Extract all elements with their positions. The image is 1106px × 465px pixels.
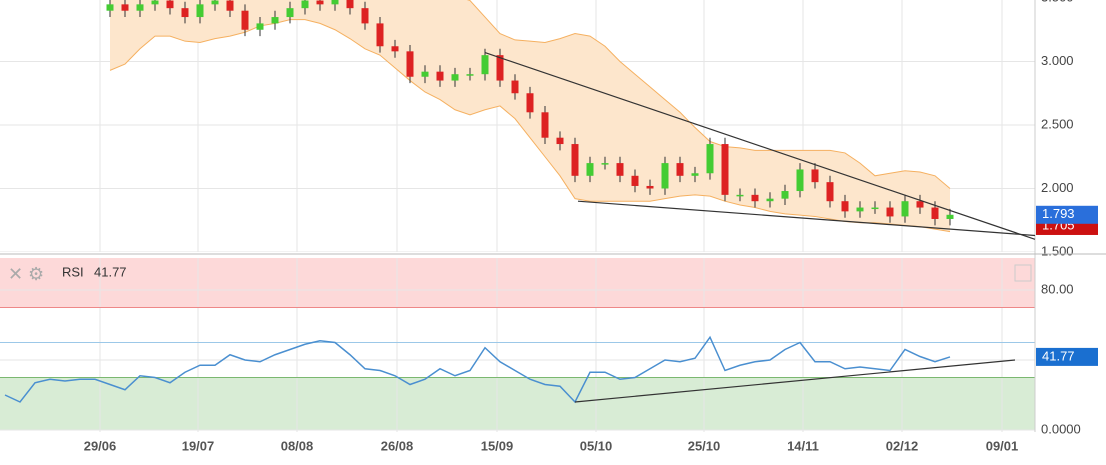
candle-body (796, 169, 804, 192)
candle-body (436, 71, 444, 81)
candle-body (676, 163, 684, 176)
candle-body (451, 74, 459, 81)
trendline (484, 52, 1036, 240)
candle-body (241, 10, 249, 30)
axes: 29/06 19/07 08/08 26/08 15/09 05/10 25/10 14/11… (84, 0, 1098, 453)
price-label: 1.793 (1042, 206, 1075, 221)
rsi-header: ✕ ⚙ RSI 41.77 (8, 264, 1032, 284)
rsi-label: 41.77 (1042, 348, 1075, 363)
candle-body (616, 163, 624, 176)
rsi-panel (0, 258, 1035, 432)
candle-body (751, 194, 759, 202)
overbought-zone (0, 258, 1035, 308)
candle-body (646, 185, 654, 189)
candle-body (871, 207, 879, 210)
candle-body (406, 51, 414, 77)
candle-body (421, 71, 429, 77)
candle-body (901, 201, 909, 217)
candle-body (361, 8, 369, 24)
candle-body (166, 0, 174, 9)
y-tick-label: 3.000 (1041, 53, 1074, 68)
candle-body (376, 23, 384, 47)
candle-body (916, 201, 924, 208)
price-panel (0, 0, 1035, 252)
candle-body (766, 198, 774, 202)
candle-body (571, 144, 579, 176)
candle-body (106, 4, 114, 11)
candle-body (466, 74, 474, 76)
y-tick-label: 2.000 (1041, 180, 1074, 195)
candle-body (586, 163, 594, 176)
candle-body (661, 163, 669, 189)
candle-body (346, 0, 354, 9)
candle-body (121, 4, 129, 11)
candle-body (781, 191, 789, 199)
y-tick-label: 2.500 (1041, 116, 1074, 131)
x-tick-label: 15/09 (481, 438, 514, 453)
candle-body (316, 0, 324, 5)
candle-body (226, 0, 234, 11)
settings-icon[interactable]: ⚙ (28, 264, 44, 284)
price-label-box (1036, 205, 1098, 224)
candle-body (946, 214, 954, 219)
candle-body (886, 207, 894, 217)
x-tick-label: 09/01 (986, 438, 1019, 453)
candle-body (556, 137, 564, 145)
rsi-value: 41.77 (94, 264, 127, 279)
candle-body (151, 0, 159, 5)
candle-body (931, 207, 939, 219)
candle-body (601, 163, 609, 165)
candle-body (856, 207, 864, 212)
candle-body (811, 169, 819, 183)
y-tick-label: 0.0000 (1041, 421, 1081, 436)
trendline (574, 359, 1016, 403)
candle-body (301, 0, 309, 9)
candle-body (256, 23, 264, 30)
x-tick-label: 25/10 (688, 438, 721, 453)
rsi-title: RSI (62, 264, 84, 279)
candle-body (706, 144, 714, 174)
close-icon[interactable]: ✕ (8, 264, 23, 284)
candle-body (631, 175, 639, 186)
band-upper (466, 0, 951, 189)
candle-body (211, 0, 219, 5)
candle-body (181, 8, 189, 18)
candle-body (136, 4, 144, 11)
candle-body (526, 93, 534, 113)
x-tick-label: 14/11 (787, 438, 819, 453)
candle-body (541, 112, 549, 138)
x-tick-label: 02/12 (886, 438, 919, 453)
candle-body (286, 8, 294, 18)
y-tick-label: 1.500 (1041, 243, 1074, 258)
candle-body (691, 173, 699, 176)
candle-body (391, 46, 399, 52)
x-tick-label: 05/10 (580, 438, 613, 453)
x-tick-label: 26/08 (381, 438, 414, 453)
y-tick-label: 80.00 (1041, 281, 1074, 296)
x-tick-label: 29/06 (84, 438, 117, 453)
candle-body (496, 55, 504, 81)
rsi-line (4, 335, 951, 404)
candle-body (721, 144, 729, 195)
y-tick-label: 3.500 (1041, 0, 1074, 4)
candle-body (511, 80, 519, 94)
candle-body (826, 182, 834, 202)
candle-body (271, 17, 279, 24)
candle-body (331, 0, 339, 5)
rsi-label-box (1036, 347, 1098, 366)
band-lower (109, 19, 951, 233)
panel-toggle[interactable] (1014, 264, 1032, 282)
candle-body (481, 55, 489, 75)
x-tick-label: 19/07 (182, 438, 215, 453)
candle-body (196, 4, 204, 18)
candle-body (841, 201, 849, 212)
trendline (577, 200, 1036, 237)
x-tick-label: 08/08 (281, 438, 314, 453)
candle-body (736, 194, 744, 197)
oversold-zone (0, 377, 1035, 430)
